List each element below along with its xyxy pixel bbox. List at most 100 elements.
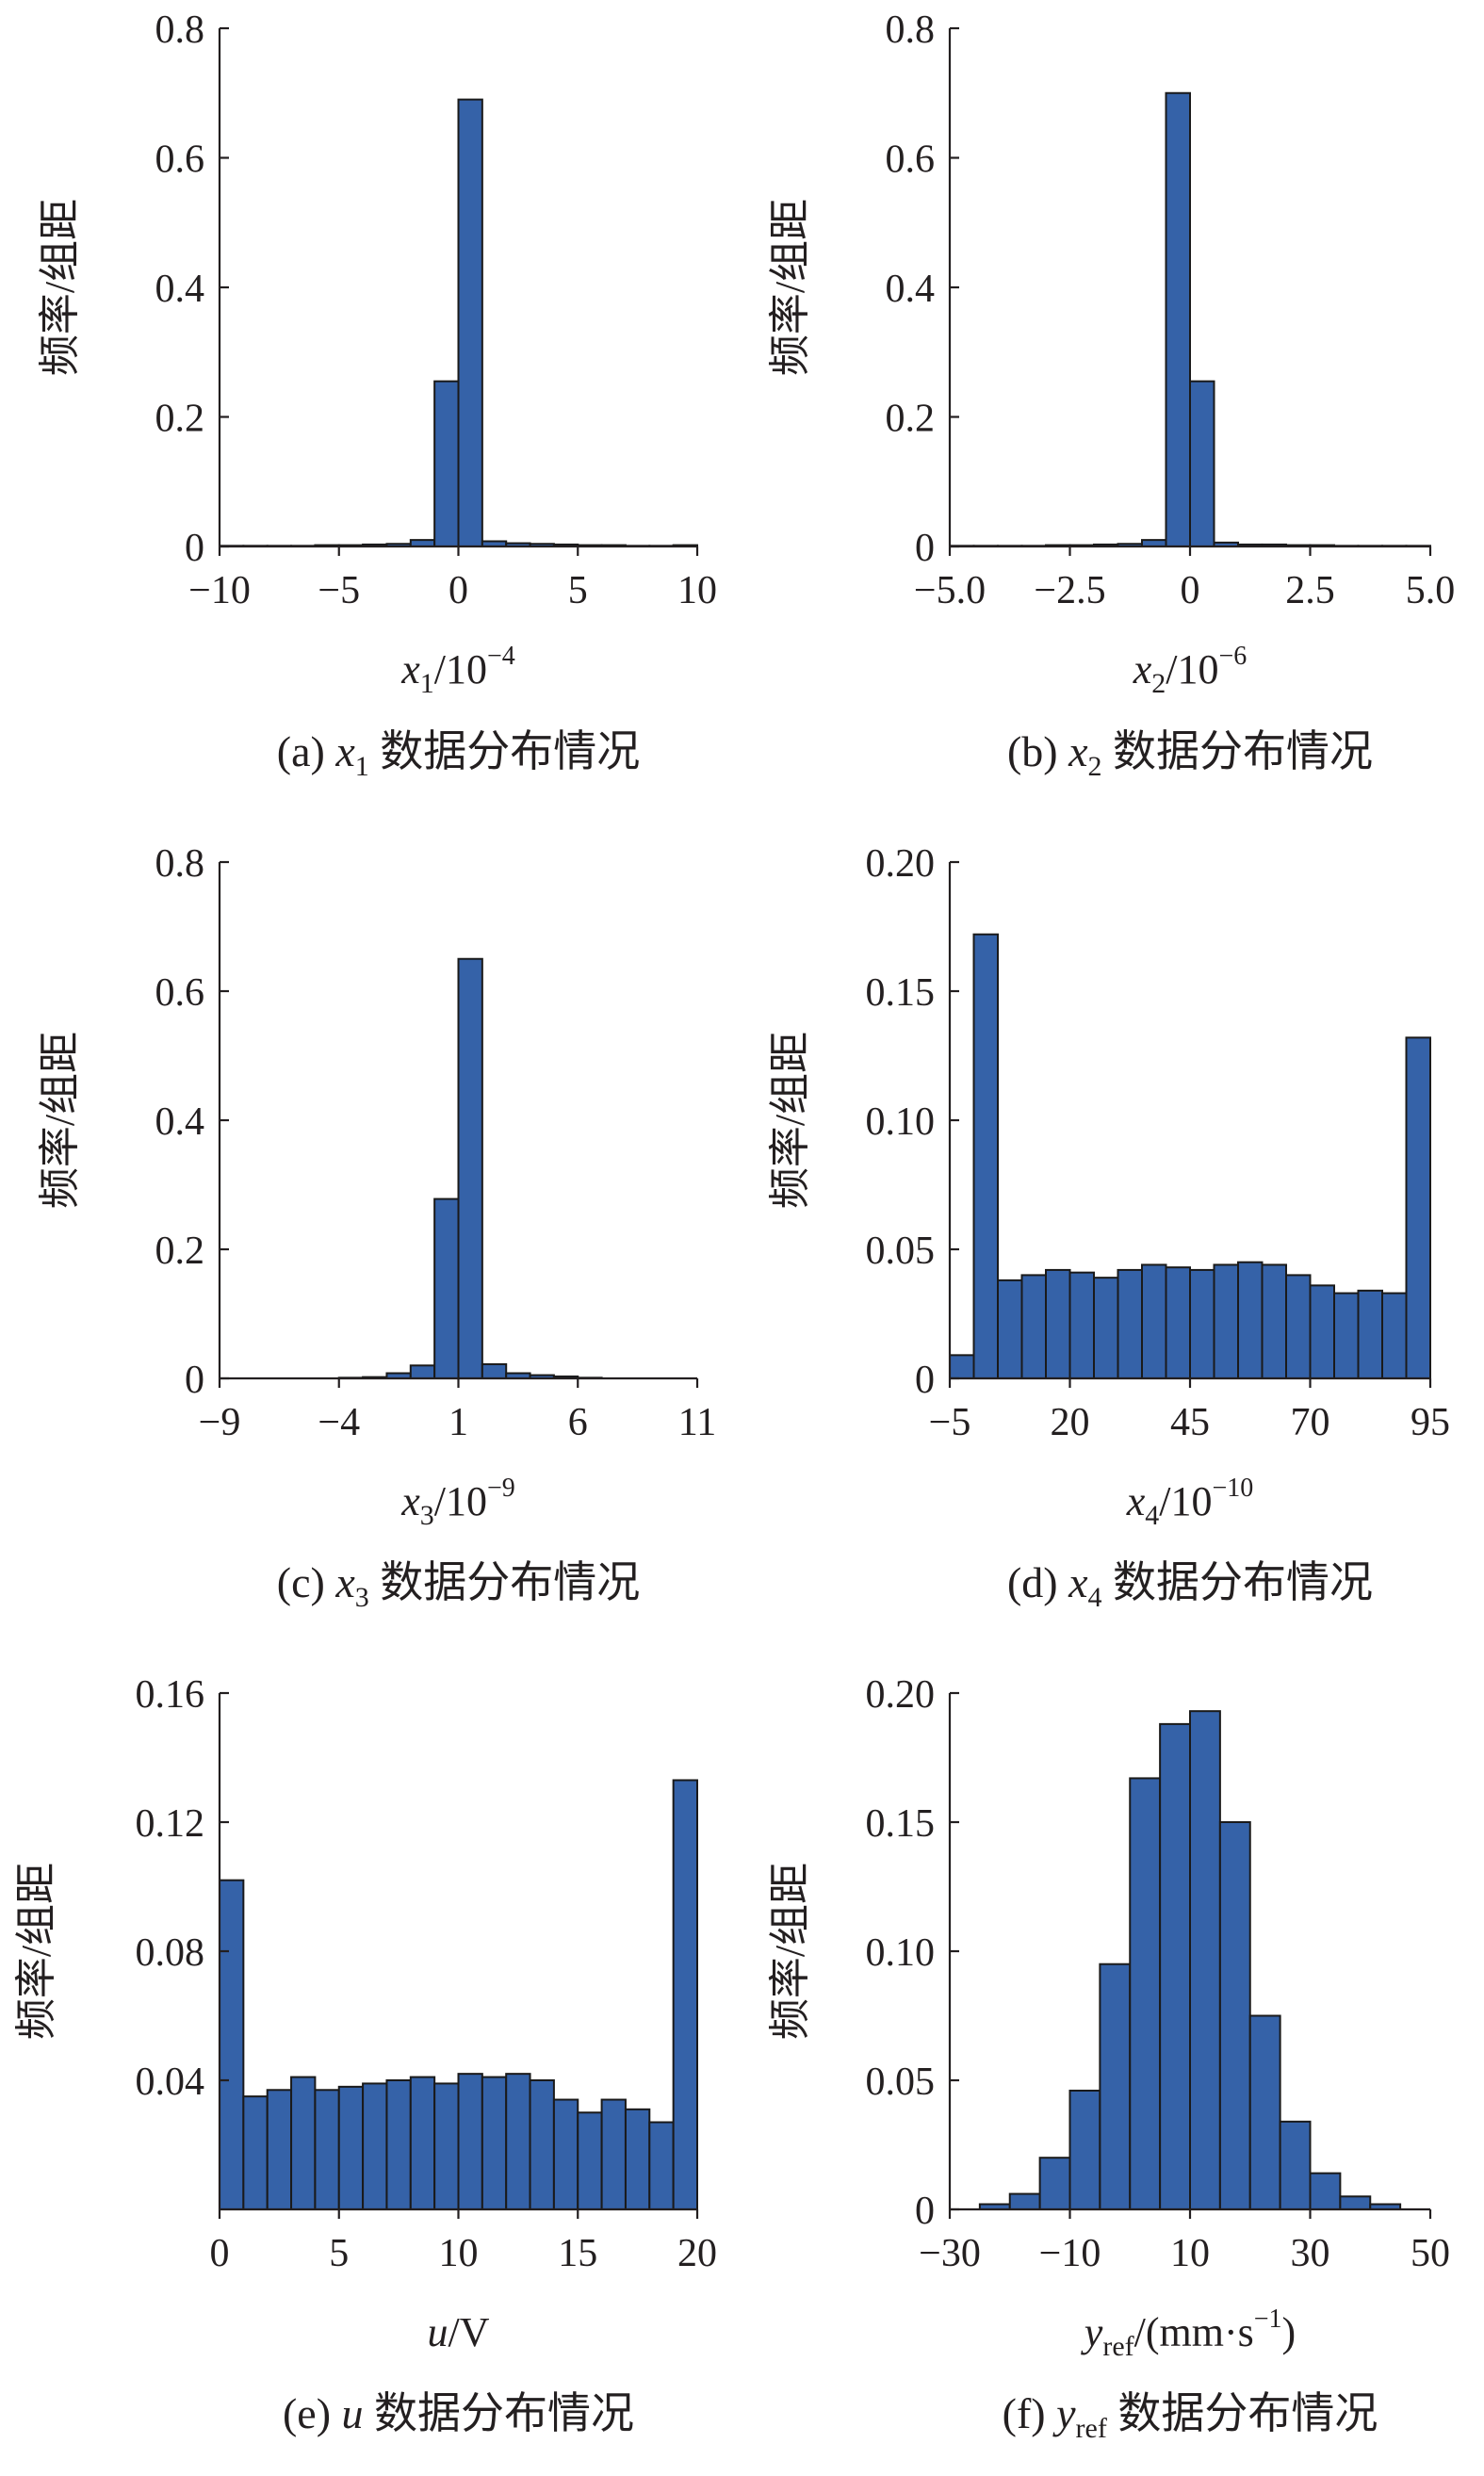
histogram-bar [1141,1263,1167,1379]
x-axis-label: x2/10−6 [1133,642,1248,699]
histogram-bar [1020,1274,1047,1380]
panel-caption: (e) u 数据分布情况 [283,2389,634,2437]
histogram-bar [362,2082,388,2211]
histogram-bar [1159,1722,1191,2210]
chart-panel-f: 0 0.05 0.10 0.15 0.20 −30 −10 10 30 50 频率/组距 yref/(… [767,1673,1450,2444]
x-tick-label: 5 [568,569,588,612]
y-tick-label: 0.12 [136,1802,205,1846]
histogram-bar [409,2076,436,2210]
x-tick-label: 5.0 [1406,569,1456,612]
x-tick-label: 0 [448,569,468,612]
x-tick-label: 50 [1411,2232,1450,2275]
chart-panel-a: 0 0.2 0.4 0.6 0.8 −10 −5 0 5 10 频率/组距 x1/10−4 (a) x1… [37,8,717,782]
histogram-bar [1099,1963,1132,2210]
histogram-bar [1213,1263,1239,1379]
x-tick-label: 10 [1170,2232,1210,2275]
x-tick-label: 11 [678,1401,716,1444]
y-tick-label: 0 [185,1359,204,1402]
histogram-bar [1189,380,1215,547]
x-tick-label: 30 [1291,2232,1330,2275]
histogram-bar [1279,2120,1312,2211]
histogram-bar [1218,1821,1251,2210]
histogram-bar [1309,1284,1335,1379]
histogram-bar [672,1779,699,2210]
y-axis-label: 频率/组距 [767,199,813,376]
histogram-bar [648,2121,675,2210]
y-tick-label: 0.2 [886,398,936,441]
histogram-bar [433,2082,460,2211]
y-tick-label: 0.6 [155,971,205,1015]
histogram-bar [577,2111,603,2210]
histogram-bar [219,1879,245,2211]
y-tick-label: 0 [915,527,935,570]
histogram-bar [997,1279,1023,1380]
histogram-bar [1117,1268,1143,1380]
histogram-bar [949,1354,975,1379]
x-axis-label: x3/10−9 [400,1474,515,1531]
histogram-bar [481,2076,508,2210]
histogram-bar [1129,1777,1162,2211]
y-tick-label: 0 [915,2190,935,2233]
x-tick-label: 70 [1291,1401,1330,1444]
y-tick-label: 0.15 [866,971,936,1015]
y-tick-label: 0.4 [155,1100,205,1144]
y-axis-label: 频率/组距 [37,1032,83,1209]
panel-caption: (a) x1 数据分布情况 [277,727,640,782]
histogram-bar [457,2073,483,2210]
x-tick-label: −30 [919,2232,981,2275]
histogram-bar [1093,1277,1119,1380]
x-tick-label: −5 [929,1401,971,1444]
y-tick-label: 0.08 [136,1931,205,1975]
y-axis-label: 频率/组距 [13,1863,59,2040]
histogram-bar [552,2098,579,2211]
x-tick-label: −5.0 [914,569,986,612]
x-tick-label: 1 [448,1401,468,1444]
histogram-bar [385,2079,412,2210]
histogram-bar [433,380,460,547]
x-tick-label: 10 [677,569,717,612]
histogram-bar [1038,2157,1071,2210]
histogram-bar [972,933,999,1379]
histogram-bar [1285,1274,1312,1380]
histogram-bar [1008,2192,1041,2211]
histogram-bar [1189,1710,1221,2211]
x-tick-label: 20 [677,2232,717,2275]
x-tick-label: 0 [210,2232,230,2275]
histogram-bar [290,2076,317,2210]
chart-panel-b: 0 0.2 0.4 0.6 0.8 −5.0 −2.5 0 2.5 5.0 频率/组距 x2/10−6… [767,8,1455,782]
histogram-bar [457,98,483,547]
x-axis-label: u/V [428,2309,490,2355]
chart-panel-c: 0 0.2 0.4 0.6 0.8 −9 −4 1 6 11 频率/组距 x3/10−9 (c) x3 … [37,842,716,1613]
x-tick-label: 20 [1051,1401,1090,1444]
x-tick-label: −9 [199,1401,241,1444]
x-tick-label: 2.5 [1285,569,1335,612]
x-tick-label: 15 [558,2232,597,2275]
x-axis-label: x4/10−10 [1126,1474,1254,1531]
histogram-bar [1045,1268,1071,1380]
histogram-bar [1165,1266,1191,1380]
y-tick-label: 0 [185,527,204,570]
histogram-bar [1248,2014,1281,2210]
histogram-bar [600,2098,627,2211]
y-tick-label: 0.2 [155,1230,205,1273]
chart-panel-e: 0.04 0.08 0.12 0.16 0 5 10 15 20 频率/组距 u/V (e) u 数据… [13,1673,717,2437]
histogram-bar [1189,1268,1215,1380]
y-tick-label: 0.05 [866,1230,936,1273]
y-tick-label: 0.05 [866,2061,936,2104]
histogram-bar [1405,1036,1431,1379]
histogram-bar [1333,1292,1360,1379]
x-tick-label: 6 [568,1401,588,1444]
histogram-bar [1068,1271,1095,1380]
y-tick-label: 0.15 [866,1802,936,1846]
y-tick-label: 0.8 [155,842,205,886]
x-tick-label: −5 [318,569,360,612]
histogram-bar [242,2095,269,2210]
y-tick-label: 0.8 [886,8,936,52]
x-tick-label: 10 [439,2232,479,2275]
histogram-bar [409,1364,436,1380]
panel-caption: (c) x3 数据分布情况 [277,1558,640,1613]
y-tick-label: 0.6 [886,138,936,182]
histogram-bar [266,2089,293,2210]
y-tick-label: 0.10 [866,1931,936,1975]
y-axis-label: 频率/组距 [37,199,83,376]
